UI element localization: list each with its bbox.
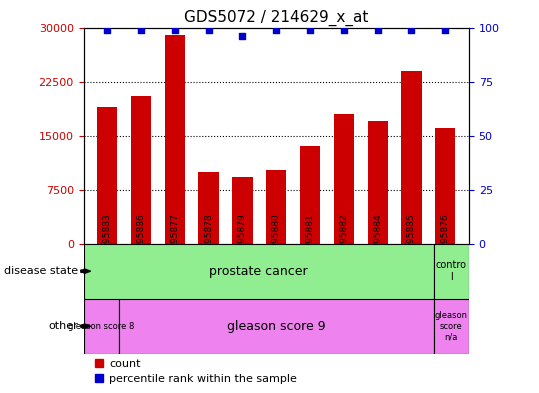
Text: GSM1095878: GSM1095878 xyxy=(204,213,213,274)
Text: gleason score 8: gleason score 8 xyxy=(68,322,134,331)
Bar xyxy=(300,146,320,244)
Text: GSM1095883: GSM1095883 xyxy=(103,213,112,274)
Bar xyxy=(434,244,469,299)
Bar xyxy=(97,107,118,244)
Point xyxy=(137,26,146,33)
Bar xyxy=(119,299,434,354)
Text: GSM1095885: GSM1095885 xyxy=(407,213,416,274)
Text: other: other xyxy=(49,321,78,331)
Bar xyxy=(402,71,421,244)
Bar xyxy=(435,129,455,244)
Title: GDS5072 / 214629_x_at: GDS5072 / 214629_x_at xyxy=(184,10,369,26)
Bar xyxy=(266,170,286,244)
Text: GSM1095880: GSM1095880 xyxy=(272,213,281,274)
Bar xyxy=(165,35,185,244)
Point xyxy=(103,26,112,33)
Point xyxy=(407,26,416,33)
Text: GSM1095881: GSM1095881 xyxy=(306,213,315,274)
Point xyxy=(272,26,280,33)
Text: GSM1095877: GSM1095877 xyxy=(170,213,179,274)
Bar xyxy=(334,114,354,244)
Point xyxy=(340,26,348,33)
Text: GSM1095876: GSM1095876 xyxy=(441,213,450,274)
Point xyxy=(238,33,247,39)
Text: gleason
score
n/a: gleason score n/a xyxy=(435,311,468,341)
Point xyxy=(170,26,179,33)
Point xyxy=(204,26,213,33)
Text: gleason score 9: gleason score 9 xyxy=(227,320,326,333)
Point xyxy=(306,26,314,33)
Text: disease state: disease state xyxy=(4,266,78,276)
Text: GSM1095879: GSM1095879 xyxy=(238,213,247,274)
Text: GSM1095882: GSM1095882 xyxy=(340,213,348,274)
Text: contro
l: contro l xyxy=(436,261,467,282)
Text: GSM1095884: GSM1095884 xyxy=(373,213,382,274)
Text: prostate cancer: prostate cancer xyxy=(210,264,308,278)
Point xyxy=(374,26,382,33)
Text: GSM1095886: GSM1095886 xyxy=(136,213,146,274)
Bar xyxy=(434,299,469,354)
Bar xyxy=(131,96,151,244)
Point xyxy=(441,26,450,33)
Bar xyxy=(232,177,253,244)
Legend: count, percentile rank within the sample: count, percentile rank within the sample xyxy=(89,354,301,389)
Bar xyxy=(368,121,388,244)
Bar xyxy=(84,299,119,354)
Bar xyxy=(198,172,219,244)
